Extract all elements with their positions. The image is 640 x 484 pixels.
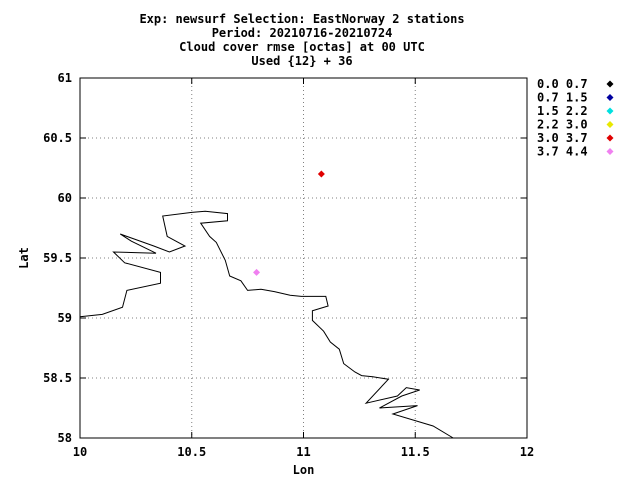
title-line-3: Cloud cover rmse [octas] at 00 UTC: [179, 40, 425, 54]
legend-marker-1: [606, 80, 614, 88]
coastline-path: [79, 210, 454, 439]
legend: 0.0 0.70.7 1.51.5 2.22.2 3.03.0 3.73.7 4…: [537, 77, 614, 159]
legend-label-1: 0.0 0.7: [537, 77, 588, 91]
title-line-4: Used {12} + 36: [251, 54, 352, 68]
x-axis-label: Lon: [293, 463, 315, 477]
title-line-1: Exp: newsurf Selection: EastNorway 2 sta…: [139, 12, 464, 26]
x-tick-label-4: 12: [520, 445, 534, 459]
y-tick-label-4: 60: [58, 191, 72, 205]
y-axis-label: Lat: [17, 247, 31, 269]
grid: [80, 78, 527, 438]
y-tick-label-1: 58.5: [43, 371, 72, 385]
x-tick-label-0: 10: [73, 445, 87, 459]
legend-marker-2: [606, 94, 614, 101]
title-line-2: Period: 20210716-20210724: [212, 26, 393, 40]
y-tick-label-0: 58: [58, 431, 72, 445]
legend-marker-6: [606, 148, 614, 155]
y-axis-ticks: 58 58.5 59 59.5 60 60.5 61: [43, 71, 527, 445]
y-tick-label-6: 61: [58, 71, 72, 85]
coastline: [79, 210, 454, 439]
x-axis-ticks: 10 10.5 11 11.5 12: [73, 78, 534, 459]
x-tick-label-1: 10.5: [177, 445, 206, 459]
legend-label-2: 0.7 1.5: [537, 91, 588, 105]
chart-title: Exp: newsurf Selection: EastNorway 2 sta…: [139, 12, 464, 68]
legend-label-5: 3.0 3.7: [537, 131, 588, 145]
station-point-2: [253, 268, 261, 276]
x-tick-label-2: 11: [296, 445, 310, 459]
data-points: [253, 170, 325, 276]
legend-label-3: 1.5 2.2: [537, 104, 588, 118]
station-point-1: [317, 170, 325, 178]
y-tick-label-3: 59.5: [43, 251, 72, 265]
legend-marker-3: [606, 107, 614, 115]
y-tick-label-2: 59: [58, 311, 72, 325]
x-tick-label-3: 11.5: [401, 445, 430, 459]
legend-label-6: 3.7 4.4: [537, 145, 588, 159]
y-tick-label-5: 60.5: [43, 131, 72, 145]
legend-marker-5: [606, 134, 614, 142]
legend-label-4: 2.2 3.0: [537, 118, 588, 132]
legend-marker-4: [606, 121, 614, 128]
